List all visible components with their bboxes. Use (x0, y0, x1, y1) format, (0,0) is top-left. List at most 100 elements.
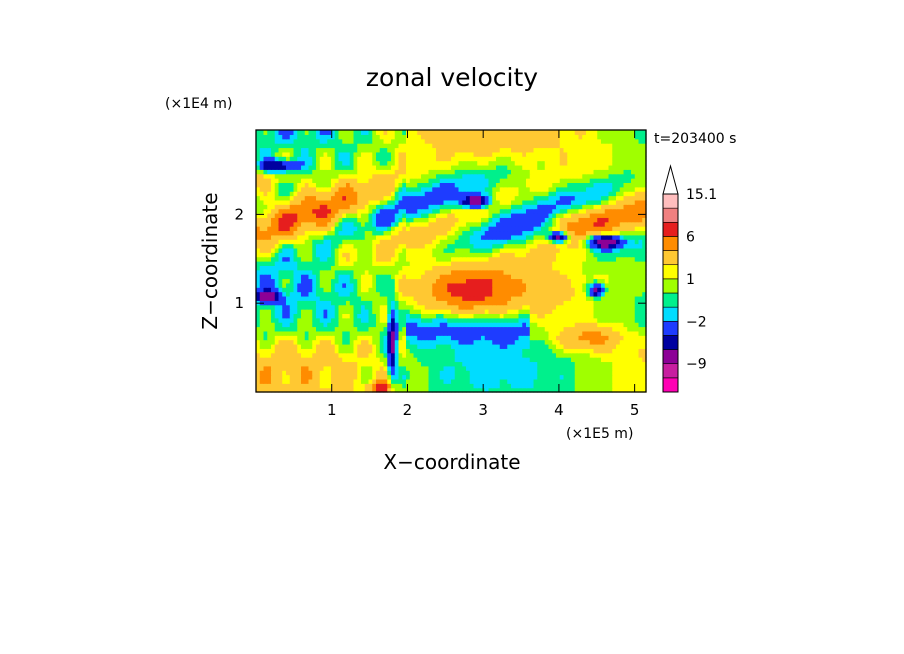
field-cell (552, 256, 557, 262)
field-cell (544, 313, 550, 319)
field-cell (597, 182, 602, 188)
field-cell (586, 357, 591, 363)
field-cell (623, 304, 628, 310)
field-cell (312, 317, 317, 323)
field-cell (286, 361, 291, 367)
field-cell (586, 274, 591, 280)
field-cell (477, 195, 482, 201)
field-cell (623, 291, 628, 297)
field-cell (612, 370, 617, 376)
field-cell (533, 326, 538, 332)
field-cell (548, 387, 553, 393)
field-cell (402, 317, 407, 323)
field-cell (274, 335, 280, 341)
field-cell (623, 378, 628, 384)
field-cell (447, 343, 452, 349)
field-cell (387, 234, 392, 240)
field-cell (443, 291, 448, 297)
field-cell (597, 309, 602, 314)
field-cell (271, 221, 276, 227)
field-cell (526, 313, 531, 319)
field-cell (631, 204, 636, 210)
field-cell (484, 282, 490, 288)
field-cell (518, 383, 523, 389)
field-cell (574, 330, 580, 336)
field-cell (556, 370, 561, 376)
field-cell (526, 343, 531, 349)
field-cell (518, 287, 523, 293)
field-cell (627, 278, 632, 284)
field-cell (282, 186, 287, 192)
field-cell (541, 204, 546, 210)
field-cell (409, 182, 415, 188)
field-cell (526, 221, 531, 227)
field-cell (289, 261, 295, 266)
field-cell (327, 365, 332, 371)
field-cell (271, 186, 276, 192)
field-cell (548, 191, 553, 197)
field-cell (518, 282, 523, 288)
field-cell (304, 265, 310, 271)
field-cell (349, 230, 355, 236)
field-cell (338, 378, 343, 384)
field-cell (473, 208, 478, 214)
field-cell (271, 300, 276, 306)
field-cell (503, 304, 508, 310)
field-cell (331, 343, 336, 349)
field-cell (586, 243, 591, 249)
field-cell (267, 195, 272, 201)
field-cell (548, 261, 553, 266)
field-cell (556, 199, 561, 205)
field-cell (349, 352, 355, 358)
field-cell (409, 322, 415, 328)
field-cell (589, 343, 595, 349)
field-cell (319, 357, 325, 363)
field-cell (421, 195, 426, 201)
field-cell (308, 212, 313, 218)
field-cell (631, 326, 636, 332)
field-cell (391, 309, 396, 314)
field-cell (507, 256, 512, 262)
field-cell (619, 287, 625, 293)
field-cell (623, 230, 628, 236)
field-cell (631, 365, 636, 371)
field-cell (529, 274, 535, 280)
field-cell (398, 261, 403, 266)
field-cell (304, 212, 310, 218)
field-cell (507, 265, 512, 271)
field-cell (634, 339, 640, 345)
field-cell (631, 195, 636, 201)
field-cell (387, 269, 392, 275)
field-cell (612, 287, 617, 293)
field-cell (477, 212, 482, 218)
field-cell (496, 352, 501, 358)
field-cell (593, 243, 598, 249)
field-cell (439, 239, 445, 245)
field-cell (597, 300, 602, 306)
field-cell (469, 182, 475, 188)
field-cell (271, 269, 276, 275)
field-cell (466, 186, 471, 192)
field-cell (503, 374, 508, 380)
field-cell (312, 383, 317, 389)
field-cell (361, 343, 366, 349)
field-cell (638, 383, 643, 389)
field-cell (631, 278, 636, 284)
field-cell (364, 365, 370, 371)
field-cell (256, 326, 261, 332)
field-cell (563, 243, 568, 249)
field-cell (304, 295, 310, 301)
field-cell (578, 330, 583, 336)
field-cell (552, 261, 557, 266)
field-cell (631, 335, 636, 341)
field-cell (421, 256, 426, 262)
field-cell (563, 387, 568, 393)
field-cell (394, 295, 400, 301)
field-cell (514, 365, 520, 371)
field-cell (357, 204, 362, 210)
field-cell (428, 182, 433, 188)
field-cell (383, 199, 388, 205)
field-cell (391, 230, 396, 236)
field-cell (627, 300, 632, 306)
field-cell (301, 361, 306, 367)
